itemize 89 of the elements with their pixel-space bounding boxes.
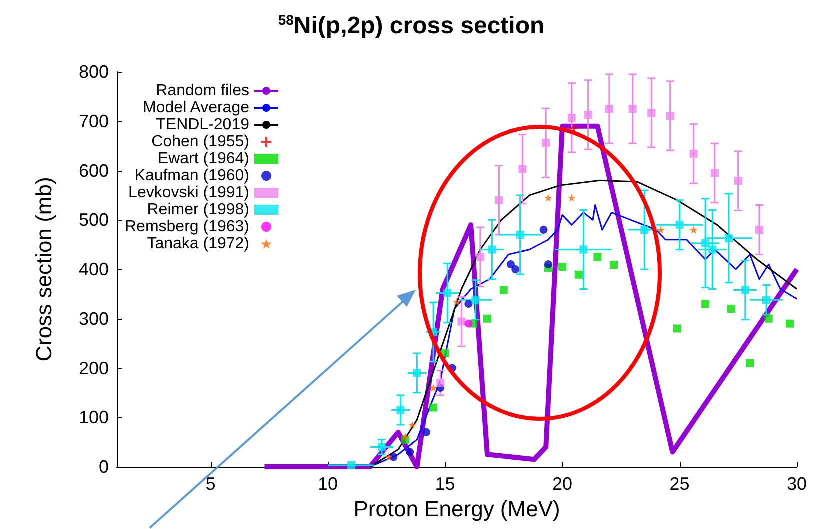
point [764, 314, 773, 323]
point [762, 296, 771, 304]
point [727, 305, 736, 313]
point [710, 169, 719, 178]
x-tick-label: 20 [552, 474, 573, 494]
point [495, 196, 504, 204]
point [347, 462, 356, 470]
legend-label: Random files [156, 82, 250, 100]
point [568, 194, 576, 202]
point [413, 369, 422, 378]
point [734, 177, 742, 186]
point [708, 246, 717, 254]
point [746, 359, 754, 368]
y-tick-label: 500 [78, 210, 109, 230]
x-tick-label: 30 [786, 474, 808, 494]
point [544, 260, 552, 269]
point [464, 320, 473, 328]
point [436, 379, 445, 388]
point [518, 165, 527, 174]
x-tick-label: 5 [206, 474, 216, 494]
y-axis-title: Cross section (mb) [32, 177, 56, 362]
legend-label: Kaufman (1960) [134, 168, 250, 184]
point [628, 105, 637, 114]
legend-label: Remsberg (1963) [125, 218, 250, 236]
point [568, 114, 576, 122]
legend-label: Levkovski (1991) [128, 184, 250, 202]
legend-label: Model Average [143, 100, 250, 116]
point [544, 194, 552, 202]
point [605, 105, 614, 114]
point [385, 453, 393, 462]
x-tick-label: 10 [318, 474, 338, 494]
point [512, 266, 520, 274]
y-tick-label: 200 [78, 358, 109, 378]
point [516, 230, 524, 239]
point [690, 226, 698, 234]
point [594, 253, 602, 262]
point [453, 298, 461, 306]
point [610, 261, 618, 270]
legend-label: TENDL-2019 [156, 116, 250, 134]
y-tick-label: 0 [98, 457, 109, 477]
point [666, 112, 674, 120]
point [396, 406, 405, 414]
y-tick-label: 100 [78, 408, 109, 428]
point [464, 300, 473, 308]
point [690, 150, 698, 158]
point [483, 314, 492, 323]
point [542, 139, 550, 148]
point [657, 226, 665, 234]
point [540, 226, 548, 234]
y-tick-label: 700 [78, 111, 109, 132]
y-tick-label: 300 [78, 308, 109, 329]
point [378, 443, 386, 452]
point [584, 110, 592, 119]
point [506, 260, 515, 269]
x-tick-label: 25 [670, 474, 690, 494]
point [406, 448, 414, 456]
point [725, 234, 733, 242]
point [640, 226, 649, 234]
point [673, 324, 682, 333]
y-tick-label: 400 [78, 260, 109, 280]
point [401, 432, 410, 441]
point [574, 270, 583, 279]
point [755, 226, 764, 234]
point [676, 221, 684, 230]
point [408, 421, 416, 430]
point [476, 253, 484, 262]
point [786, 320, 794, 328]
point [430, 404, 438, 412]
point [741, 286, 750, 294]
point [648, 108, 656, 117]
point [558, 263, 567, 272]
point [472, 296, 480, 304]
point [702, 300, 710, 308]
y-tick-label: 800 [78, 62, 109, 82]
point [580, 246, 588, 254]
point [488, 246, 496, 254]
legend-label: Cohen (1955) [152, 134, 250, 150]
x-axis-title: Proton Energy (MeV) [354, 496, 560, 522]
point [458, 318, 466, 326]
point [500, 286, 508, 294]
point [444, 289, 452, 298]
point [422, 428, 431, 436]
y-tick-label: 600 [78, 160, 109, 181]
legend-label: Reimer (1998) [147, 202, 250, 218]
legend-label: Tanaka (1972) [147, 236, 250, 252]
point [430, 384, 438, 392]
point [702, 239, 710, 248]
legend-label: Ewart (1964) [158, 150, 250, 168]
x-tick-label: 15 [435, 474, 456, 494]
